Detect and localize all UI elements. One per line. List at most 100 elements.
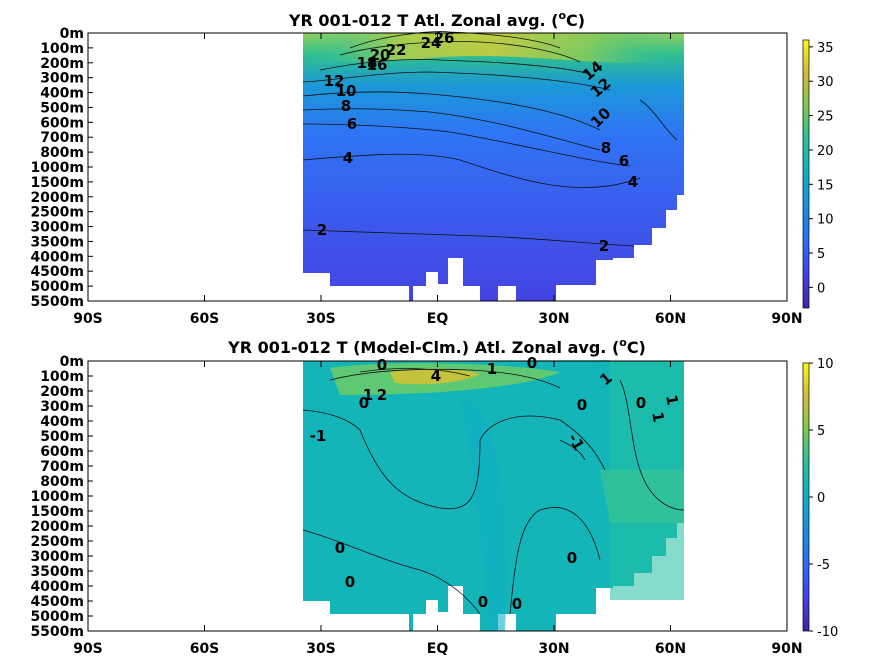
- contour-label: 0: [527, 354, 537, 372]
- contour-label: 8: [601, 139, 611, 157]
- y-tick-label: 2000m: [30, 519, 84, 535]
- contour-label: 0: [335, 539, 345, 557]
- contour-label: 1: [662, 393, 682, 406]
- y-axis: 0m100m200m300m400m500m600m700m800m1000m1…: [30, 354, 93, 640]
- contour-label: 4: [431, 367, 441, 385]
- contour-label: 0: [567, 549, 577, 567]
- contour-label: 4: [628, 173, 638, 191]
- contour-label: 0: [512, 595, 522, 613]
- colorbar-tick-label: -10: [817, 625, 838, 640]
- y-tick-label: 600m: [40, 115, 84, 131]
- y-tick-label: 4000m: [30, 249, 84, 265]
- y-tick-label: 200m: [40, 384, 84, 400]
- x-axis: 90S 60S 30S EQ 30N 60N 90N: [73, 33, 803, 327]
- x-tick-label: 30S: [306, 641, 336, 656]
- y-tick-label: 1500m: [30, 504, 84, 520]
- y-tick-label: 600m: [40, 444, 84, 460]
- chart-title: YR 001-012 T (Model-Clm.) Atl. Zonal avg…: [227, 336, 646, 357]
- contour-lines: [302, 368, 685, 615]
- y-tick-label: 5500m: [30, 624, 84, 640]
- contour-label: 0: [636, 394, 646, 412]
- contour-label: 2: [599, 237, 609, 255]
- x-tick-label: 60N: [655, 311, 686, 327]
- y-axis: 0m100m200m300m400m500m600m700m800m1000m1…: [30, 26, 93, 310]
- contour-label: 6: [619, 152, 629, 170]
- colorbar-tick-label: 35: [817, 41, 834, 56]
- contour-label: 1: [648, 410, 668, 423]
- colorbar-tick-label: 0: [817, 281, 825, 296]
- y-tick-label: 700m: [40, 130, 84, 146]
- x-tick-label: 60S: [190, 311, 220, 327]
- y-tick-label: 5000m: [30, 609, 84, 625]
- colorbar-tick-label: -5: [817, 558, 830, 573]
- contour-label: 0: [359, 394, 369, 412]
- contour-label: 0: [377, 356, 387, 374]
- colorbar-tick-label: 10: [817, 357, 834, 372]
- y-tick-label: 800m: [40, 145, 84, 161]
- x-tick-label: 30S: [306, 311, 336, 327]
- y-tick-label: 300m: [40, 71, 84, 87]
- y-tick-label: 700m: [40, 459, 84, 475]
- chart-title: YR 001-012 T Atl. Zonal avg. (oC): [288, 9, 585, 30]
- y-tick-label: 500m: [40, 100, 84, 116]
- y-tick-label: 400m: [40, 86, 84, 102]
- colorbar-scale: [802, 39, 810, 309]
- contour-label: 10: [336, 82, 357, 100]
- colorbar-ticks: 0 5 10 15 20 25 30 35: [809, 41, 834, 296]
- y-tick-label: 5500m: [30, 294, 84, 310]
- x-tick-label: 90S: [73, 641, 103, 656]
- x-axis: 90S 60S 30S EQ 30N 60N 90N: [73, 361, 803, 656]
- y-tick-label: 0m: [60, 354, 84, 370]
- contour-labels: 0 0 2 4 1 0 1 0 0 1 -1 1 1 -1 0 0 0 0 0: [310, 354, 682, 613]
- contour-label: 24: [421, 34, 442, 52]
- x-tick-label: 60S: [190, 641, 220, 656]
- colorbar-tick-label: 10: [817, 213, 834, 228]
- x-tick-label: 90N: [771, 641, 802, 656]
- contour-label: 0: [478, 593, 488, 611]
- y-tick-label: 800m: [40, 474, 84, 490]
- y-tick-label: 1500m: [30, 175, 84, 191]
- y-tick-label: 400m: [40, 414, 84, 430]
- y-tick-label: 3000m: [30, 220, 84, 236]
- y-tick-label: 300m: [40, 399, 84, 415]
- y-tick-label: 4000m: [30, 579, 84, 595]
- contour-label: -1: [564, 430, 588, 453]
- y-tick-label: 500m: [40, 429, 84, 445]
- contour-label: 2: [377, 386, 387, 404]
- contour-label: 0: [577, 396, 587, 414]
- x-tick-label: EQ: [427, 311, 449, 327]
- y-tick-label: 3500m: [30, 234, 84, 250]
- contour-label: 1: [363, 386, 373, 404]
- contour-label: 20: [370, 46, 391, 64]
- y-tick-label: 3000m: [30, 549, 84, 565]
- x-tick-label: EQ: [427, 641, 449, 656]
- y-tick-label: 2500m: [30, 534, 84, 550]
- colorbar-tick-label: 15: [817, 178, 834, 193]
- y-tick-label: 1000m: [30, 489, 84, 505]
- y-tick-label: 0m: [60, 26, 84, 42]
- y-tick-label: 2000m: [30, 190, 84, 206]
- contour-label: 18: [357, 54, 378, 72]
- heatmap-field: [303, 33, 684, 301]
- colorbar-tick-label: 30: [817, 75, 834, 90]
- x-tick-label: 30N: [538, 311, 569, 327]
- panel-temperature: YR 001-012 T Atl. Zonal avg. (oC) 26 24 …: [30, 9, 833, 327]
- contour-label: 12: [324, 72, 345, 90]
- colorbar-tick-label: 25: [817, 110, 834, 125]
- colorbar-tick-label: 20: [817, 144, 834, 159]
- contour-label: 16: [367, 56, 388, 74]
- y-tick-label: 1000m: [30, 160, 84, 176]
- contour-label: -1: [310, 427, 327, 445]
- x-tick-label: 30N: [538, 641, 569, 656]
- x-tick-label: 60N: [655, 641, 686, 656]
- panel-anomaly: YR 001-012 T (Model-Clm.) Atl. Zonal avg…: [30, 336, 838, 656]
- y-tick-label: 2500m: [30, 205, 84, 221]
- contour-label: 0: [345, 573, 355, 591]
- y-tick-label: 100m: [40, 41, 84, 57]
- y-tick-label: 3500m: [30, 564, 84, 580]
- x-tick-label: 90S: [73, 311, 103, 327]
- contour-label: 22: [386, 41, 407, 59]
- colorbar-ticks: -10 -5 0 5 10: [809, 357, 838, 640]
- contour-lines: [302, 31, 678, 247]
